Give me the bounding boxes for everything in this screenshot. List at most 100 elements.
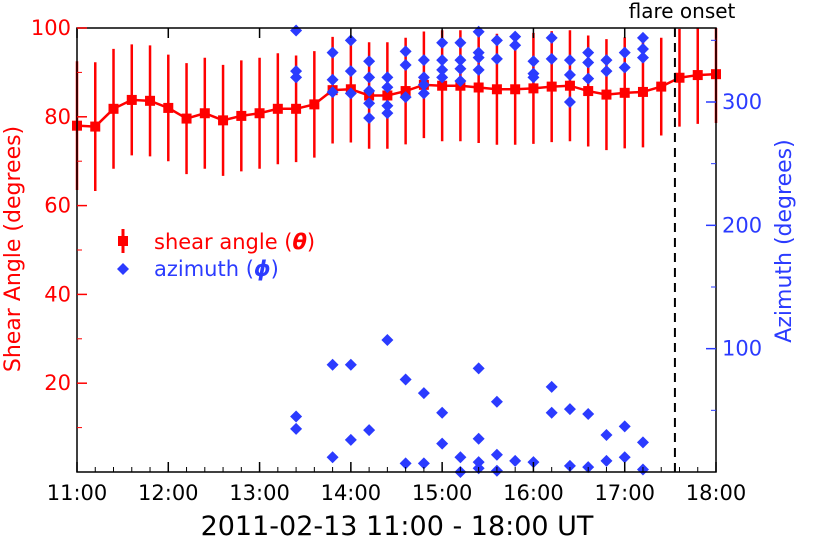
shear-point xyxy=(491,84,502,95)
azimuth-point xyxy=(344,65,357,78)
azimuth-point xyxy=(600,54,613,67)
azimuth-point xyxy=(509,39,522,52)
azimuth-point xyxy=(618,451,631,464)
shear-point xyxy=(163,102,174,113)
shear-point xyxy=(583,86,594,97)
azimuth-point xyxy=(490,448,503,461)
azimuth-point xyxy=(399,45,412,58)
shear-point xyxy=(126,94,137,105)
shear-point xyxy=(637,86,648,97)
azimuth-point xyxy=(290,422,303,435)
azimuth-point xyxy=(417,71,430,84)
axis-tick-labels: 11:00 12:00 13:00 14:00 15:00 16:00 17:00 18:00… xyxy=(31,16,762,505)
azimuth-point xyxy=(381,99,394,112)
azimuth-point xyxy=(472,51,485,64)
azimuth-point xyxy=(582,72,595,85)
legend-shear-marker xyxy=(118,229,128,253)
azimuth-point xyxy=(454,75,467,88)
y-left-tick-label: 60 xyxy=(44,194,71,218)
flare-onset-label: flare onset xyxy=(629,0,736,23)
azimuth-point xyxy=(563,403,576,416)
azimuth-point xyxy=(545,380,558,393)
azimuth-point xyxy=(399,373,412,386)
y-axis-left-label: Shear Angle (degrees) xyxy=(1,126,26,372)
y-right-tick-label: 100 xyxy=(722,337,762,361)
azimuth-point xyxy=(363,97,376,110)
azimuth-point xyxy=(399,457,412,470)
shear-point xyxy=(601,89,612,100)
azimuth-point xyxy=(326,73,339,86)
azimuth-point xyxy=(436,54,449,67)
azimuth-point xyxy=(326,46,339,59)
azimuth-point xyxy=(636,31,649,44)
azimuth-point xyxy=(563,54,576,67)
azimuth-point xyxy=(545,52,558,65)
azimuth-point xyxy=(436,406,449,419)
azimuth-point xyxy=(582,56,595,69)
azimuth-point xyxy=(600,454,613,467)
azimuth-point xyxy=(326,86,339,99)
shear-point xyxy=(181,113,192,124)
x-tick-label: 11:00 xyxy=(47,481,108,505)
azimuth-point xyxy=(618,420,631,433)
shear-point xyxy=(309,99,320,110)
azimuth-point xyxy=(290,24,303,37)
shear-point xyxy=(199,108,210,119)
azimuth-point xyxy=(454,62,467,75)
azimuth-point xyxy=(509,454,522,467)
shear-point xyxy=(656,81,667,92)
azimuth-point xyxy=(563,459,576,472)
azimuth-point xyxy=(417,87,430,100)
azimuth-point xyxy=(454,54,467,67)
azimuth-point xyxy=(545,31,558,44)
x-tick-label: 13:00 xyxy=(229,481,290,505)
shear-point xyxy=(564,80,575,91)
azimuth-point xyxy=(436,63,449,76)
x-tick-label: 16:00 xyxy=(503,481,564,505)
legend-shear-label: shear angle (θ) xyxy=(154,230,315,254)
shear-point xyxy=(108,103,119,114)
azimuth-point xyxy=(600,429,613,441)
shear-point xyxy=(90,121,101,132)
shear-point xyxy=(218,115,229,126)
azimuth-point xyxy=(636,42,649,55)
x-tick-label: 12:00 xyxy=(138,481,199,505)
shear-point xyxy=(473,82,484,93)
azimuth-point xyxy=(290,410,303,423)
azimuth-point xyxy=(363,84,376,97)
x-tick-label: 18:00 xyxy=(686,481,747,505)
shear-point xyxy=(692,70,703,81)
azimuth-point xyxy=(490,34,503,47)
azimuth-point xyxy=(472,63,485,76)
azimuth-point xyxy=(436,437,449,450)
legend-azimuth-label: azimuth (ϕ) xyxy=(154,257,279,281)
azimuth-point xyxy=(436,36,449,49)
shear-point xyxy=(400,86,411,97)
azimuth-point xyxy=(326,451,339,464)
azimuth-point xyxy=(618,61,631,74)
shear-series-line xyxy=(76,72,717,128)
azimuth-point xyxy=(490,395,503,408)
azimuth-point xyxy=(545,406,558,419)
y-left-tick-label: 100 xyxy=(31,16,71,40)
azimuth-point xyxy=(436,71,449,84)
shear-point xyxy=(510,84,521,95)
axis-ticks xyxy=(76,27,717,472)
shear-point xyxy=(382,90,393,101)
x-axis-label: 2011-02-13 11:00 - 18:00 UT xyxy=(201,511,594,542)
y-right-tick-label: 200 xyxy=(722,213,762,237)
azimuth-point xyxy=(326,358,339,371)
azimuth-point xyxy=(290,65,303,78)
azimuth-point xyxy=(582,408,595,421)
shear-point xyxy=(291,103,302,114)
azimuth-point xyxy=(527,71,540,84)
azimuth-point xyxy=(563,96,576,108)
azimuth-point xyxy=(527,55,540,68)
y-left-tick-label: 20 xyxy=(44,371,71,395)
azimuth-point xyxy=(417,387,430,400)
legend-azimuth-marker xyxy=(117,263,129,275)
azimuth-markers xyxy=(290,24,649,478)
y-right-tick-label: 300 xyxy=(722,90,762,114)
shear-point xyxy=(619,87,630,98)
azimuth-point xyxy=(344,358,357,371)
